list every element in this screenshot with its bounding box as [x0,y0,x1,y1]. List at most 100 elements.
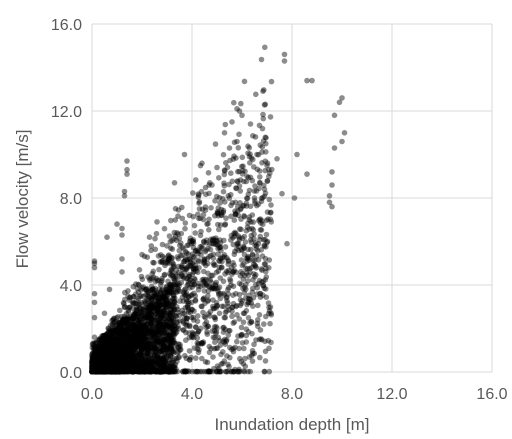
data-point [108,368,115,375]
data-point [97,365,103,371]
data-point [258,266,265,272]
data-point [116,343,122,349]
data-point [160,312,166,319]
data-point [160,253,166,260]
data-point [89,364,96,371]
data-point [204,331,211,338]
data-point [136,363,142,370]
data-point [92,357,98,363]
data-point [99,368,105,375]
data-point [145,346,151,353]
data-point [128,334,134,341]
data-point [118,368,124,375]
data-point [108,328,114,335]
data-point [97,353,104,359]
data-point [95,366,102,373]
data-point [118,348,125,354]
data-point [172,217,179,223]
data-point [189,292,195,298]
data-point [164,283,170,290]
data-point [130,333,137,340]
data-point [237,272,244,279]
data-point [128,352,134,358]
data-point [91,359,97,365]
data-point [264,239,270,246]
data-point [93,368,100,375]
data-point [103,363,109,369]
data-point [109,337,115,344]
data-point [153,368,160,375]
data-point [101,352,107,358]
data-point [217,200,223,206]
data-point [106,366,113,372]
data-point [113,340,120,347]
data-point [150,286,156,292]
data-point [91,347,97,353]
data-point [134,364,140,371]
data-point [157,259,164,265]
data-point [206,368,212,375]
data-point [105,329,112,336]
data-point [175,288,181,294]
data-point [194,345,201,352]
data-point [123,361,130,367]
data-point [117,368,124,375]
data-point [123,355,129,361]
data-point [210,334,217,341]
data-point [151,343,157,349]
data-point [170,275,177,282]
data-point [101,355,107,361]
data-point [198,283,204,290]
data-point [128,353,135,359]
data-point [105,326,112,332]
data-point [262,255,269,262]
data-point [172,322,178,329]
data-point [206,367,212,374]
data-point [123,338,129,345]
data-point [205,292,211,299]
data-point [117,335,123,341]
data-point [96,368,102,375]
data-point [145,314,151,320]
data-point [258,227,265,233]
data-point [195,349,202,356]
data-point [250,219,257,225]
data-point [222,199,228,205]
data-point [149,345,156,351]
data-point [108,329,115,335]
data-point [101,360,108,366]
data-point [143,350,150,357]
data-point [129,365,136,371]
data-point [145,340,151,347]
data-point [238,268,244,275]
data-point [217,290,224,297]
data-point [225,258,232,265]
data-point [98,368,104,375]
data-point [156,286,163,292]
data-point [101,368,107,375]
data-point [135,281,142,288]
data-point [221,254,228,260]
data-point [95,349,102,356]
data-point [123,341,129,348]
data-point [158,320,165,326]
data-point [102,368,108,375]
data-point [127,329,134,336]
data-point [138,311,144,317]
data-point [101,355,107,362]
data-point [129,340,135,346]
data-point [100,358,106,364]
data-point [244,224,251,230]
data-point [145,293,152,300]
data-point [136,331,143,338]
data-point [89,358,95,365]
data-point [109,349,115,356]
data-point [156,307,162,314]
data-point [252,273,258,280]
data-point [89,355,96,361]
data-point [215,213,222,219]
data-point [96,368,103,375]
data-point [195,269,201,276]
data-point [168,322,175,328]
data-point [89,365,96,372]
